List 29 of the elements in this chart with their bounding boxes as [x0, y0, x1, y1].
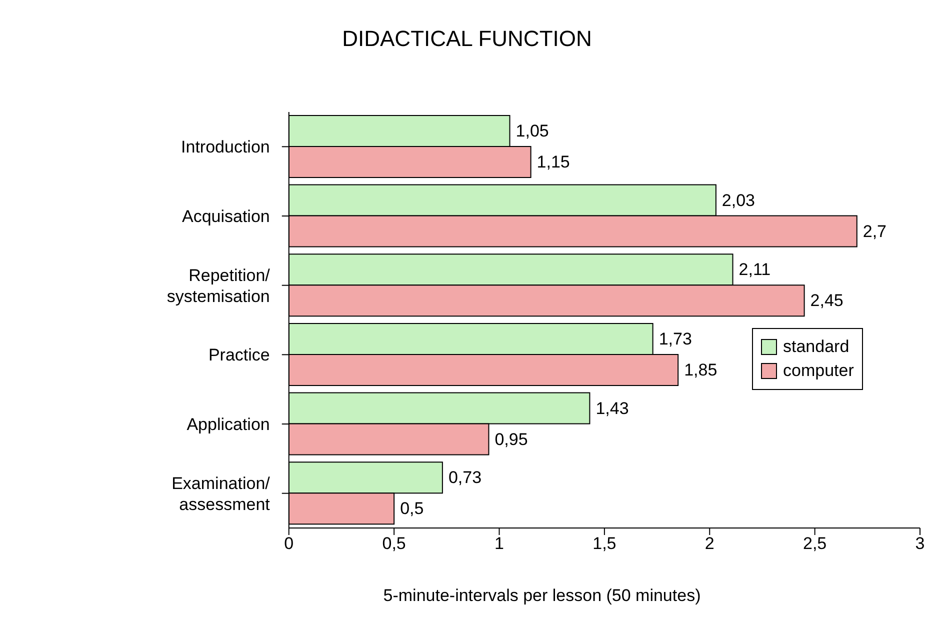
y-tick-label: Practice: [208, 345, 270, 364]
data-label: 1,43: [596, 398, 629, 418]
y-tick-label: Repetition/ systemisation: [166, 265, 270, 306]
data-label: 1,15: [536, 152, 570, 172]
data-label: 2,7: [862, 222, 887, 241]
y-tick-label: Examination/ assessment: [172, 473, 270, 514]
x-tick-label: 1,5: [592, 534, 616, 554]
legend-label: standard: [782, 336, 850, 358]
x-tick-label: 0,5: [382, 534, 406, 554]
data-label: 0,5: [400, 499, 424, 518]
x-tick-label: 3: [915, 534, 925, 554]
data-label: 2,11: [738, 260, 771, 280]
chart-title: DIDACTICAL FUNCTION: [341, 26, 593, 52]
y-tick-label: Application: [186, 414, 270, 434]
data-label: 2,03: [722, 190, 756, 210]
x-tick-label: 2: [704, 534, 714, 554]
data-label: 0,73: [448, 468, 482, 488]
x-tick-label: 1: [494, 534, 504, 554]
x-tick-label: 0: [284, 534, 294, 554]
y-tick-label: Introduction: [181, 137, 270, 156]
data-label: 2,45: [810, 291, 844, 310]
data-label: 1,85: [684, 360, 718, 380]
data-label: 1,73: [658, 329, 692, 348]
data-label: 0,95: [494, 430, 528, 449]
legend-label: computer: [782, 360, 854, 382]
x-axis-title: 5-minute-intervals per lesson (50 minutes): [382, 586, 702, 606]
y-tick-label: Acquisation: [182, 206, 270, 226]
x-tick-label: 2,5: [802, 534, 827, 554]
data-label: 1,05: [516, 121, 549, 140]
